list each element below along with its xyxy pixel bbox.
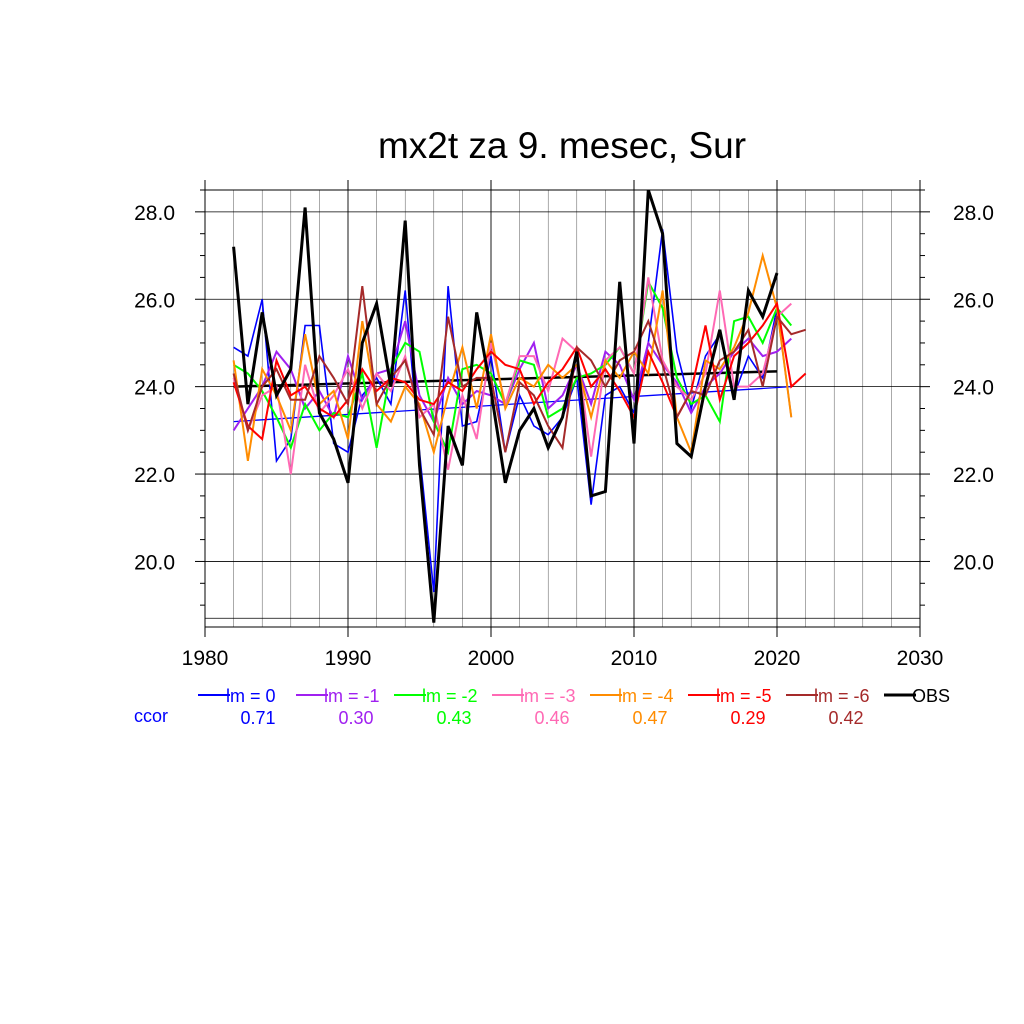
trend-line xyxy=(233,370,778,388)
ccor-value: 0.47 xyxy=(632,708,667,728)
legend: ccor lm = 00.71 lm = -10.30 lm = -20.43 lm =… xyxy=(134,686,950,728)
y-tick-label-right: 24.0 xyxy=(953,377,994,400)
legend-label: lm = -5 xyxy=(716,686,772,706)
ccor-value: 0.43 xyxy=(436,708,471,728)
y-tick-label-left: 22.0 xyxy=(134,464,175,487)
y-tick-label-right: 28.0 xyxy=(953,202,994,225)
y-tick-label-left: 26.0 xyxy=(134,289,175,312)
y-tick-label-right: 20.0 xyxy=(953,551,994,574)
ccor-label: ccor xyxy=(134,706,168,726)
grid xyxy=(205,189,920,627)
x-tick-label: 2020 xyxy=(754,647,801,670)
ccor-value: 0.71 xyxy=(240,708,275,728)
ccor-value: 0.30 xyxy=(338,708,373,728)
axis-ticks: 1980 1990 2000 2010 2020 2030 20.0 20.0 22.0 22.0… xyxy=(134,180,994,670)
legend-label: lm = -4 xyxy=(618,686,674,706)
ccor-value: 0.42 xyxy=(828,708,863,728)
x-tick-label: 2000 xyxy=(468,647,515,670)
y-tick-label-left: 24.0 xyxy=(134,377,175,400)
y-tick-label-right: 26.0 xyxy=(953,289,994,312)
legend-label: OBS xyxy=(912,686,950,706)
legend-label: lm = -6 xyxy=(814,686,870,706)
series-line-lm6 xyxy=(232,285,806,453)
series-lines xyxy=(232,189,807,623)
legend-label: lm = -1 xyxy=(324,686,380,706)
ccor-value: 0.29 xyxy=(730,708,765,728)
series-line-lm0 xyxy=(233,229,793,593)
y-tick-label-left: 20.0 xyxy=(134,551,175,574)
legend-label: lm = -2 xyxy=(422,686,478,706)
x-tick-label: 2030 xyxy=(897,647,944,670)
series-line-obs xyxy=(232,189,779,623)
x-tick-label: 1990 xyxy=(325,647,372,670)
legend-label: lm = -3 xyxy=(520,686,576,706)
y-tick-label-left: 28.0 xyxy=(134,202,175,225)
chart-title: mx2t za 9. mesec, Sur xyxy=(378,125,746,166)
series-line-lm3 xyxy=(232,277,792,475)
x-tick-label: 1980 xyxy=(182,647,229,670)
series-line-lm4 xyxy=(232,251,793,462)
ccor-value: 0.46 xyxy=(534,708,569,728)
legend-label: lm = 0 xyxy=(226,686,276,706)
x-tick-label: 2010 xyxy=(611,647,658,670)
series-line-lm5 xyxy=(232,300,807,442)
y-tick-label-right: 22.0 xyxy=(953,464,994,487)
